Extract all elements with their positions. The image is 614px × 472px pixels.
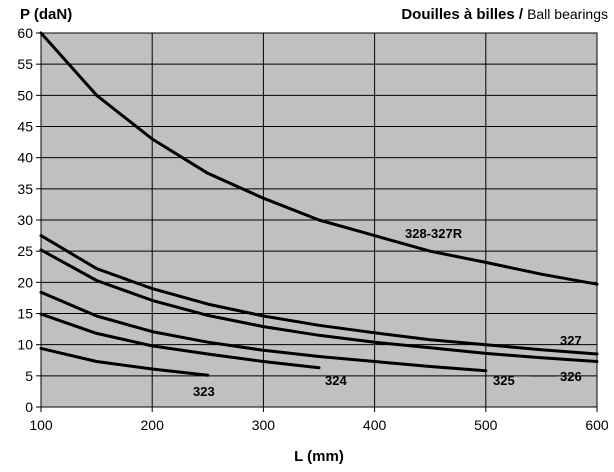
series-line-326 bbox=[39, 248, 599, 363]
x-tick-label: 400 bbox=[363, 417, 387, 433]
series-line-324 bbox=[39, 312, 321, 370]
series-line-327 bbox=[39, 234, 599, 356]
x-axis-label: L (mm) bbox=[294, 448, 344, 465]
y-tick-label: 10 bbox=[17, 337, 33, 353]
y-tick-label: 50 bbox=[17, 87, 33, 103]
title-english: Ball bearings bbox=[527, 6, 608, 22]
x-tick-label: 300 bbox=[252, 417, 276, 433]
series-labels: 328-327R 327 326 325 324 323 bbox=[193, 226, 582, 399]
x-tick-label: 200 bbox=[141, 417, 165, 433]
y-axis-ticks: 0 5 10 15 20 25 30 35 40 45 50 55 60 bbox=[17, 25, 41, 415]
series-label-323: 323 bbox=[193, 384, 215, 399]
x-tick-label: 500 bbox=[474, 417, 498, 433]
y-tick-label: 60 bbox=[17, 25, 33, 41]
series-label-327: 327 bbox=[560, 333, 582, 348]
y-tick-label: 5 bbox=[25, 368, 33, 384]
y-tick-label: 25 bbox=[17, 243, 33, 259]
series-label-326: 326 bbox=[560, 369, 582, 384]
y-tick-label: 0 bbox=[25, 399, 33, 415]
series-label-328-327R: 328-327R bbox=[405, 226, 463, 241]
y-tick-label: 30 bbox=[17, 212, 33, 228]
series-lines bbox=[39, 31, 599, 377]
y-tick-label: 35 bbox=[17, 181, 33, 197]
y-tick-label: 55 bbox=[17, 56, 33, 72]
x-tick-label: 600 bbox=[585, 417, 609, 433]
x-axis-ticks: 100 200 300 400 500 600 bbox=[29, 407, 609, 433]
series-line-325 bbox=[39, 290, 488, 373]
title-french: Douilles à billes / bbox=[401, 6, 524, 23]
chart-title: Douilles à billes / Ball bearings bbox=[401, 6, 608, 23]
y-tick-label: 45 bbox=[17, 119, 33, 135]
series-line-323 bbox=[39, 346, 210, 377]
y-tick-label: 40 bbox=[17, 150, 33, 166]
series-label-324: 324 bbox=[325, 373, 347, 388]
series-line-328-327R bbox=[39, 31, 599, 286]
y-tick-label: 20 bbox=[17, 274, 33, 290]
x-tick-label: 100 bbox=[29, 417, 53, 433]
y-axis-label: P (daN) bbox=[20, 6, 72, 23]
y-tick-label: 15 bbox=[17, 306, 33, 322]
series-label-325: 325 bbox=[493, 373, 515, 388]
